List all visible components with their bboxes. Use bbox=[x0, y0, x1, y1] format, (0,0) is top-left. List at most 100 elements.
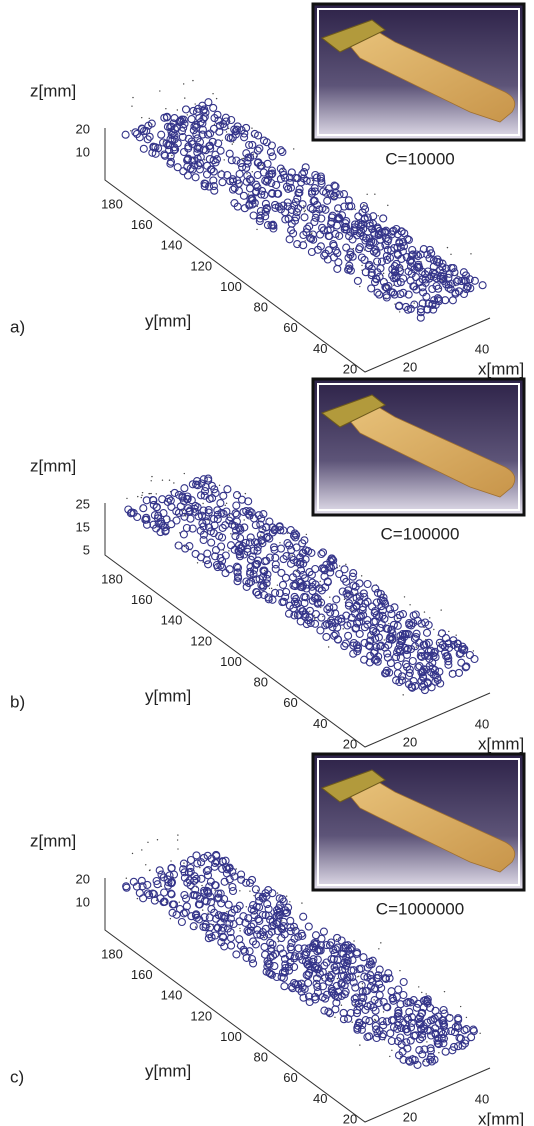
point bbox=[388, 611, 395, 618]
grid-dot bbox=[351, 1022, 352, 1023]
grid-dot bbox=[141, 849, 142, 850]
grid-dot bbox=[141, 495, 142, 496]
point bbox=[291, 964, 298, 971]
point bbox=[376, 992, 383, 999]
grid-dot bbox=[366, 194, 367, 195]
y-tick-label: 40 bbox=[313, 341, 327, 356]
point bbox=[136, 890, 143, 897]
grid-dot bbox=[226, 503, 227, 504]
grid-dot bbox=[387, 205, 388, 206]
panel-label: c) bbox=[10, 1067, 24, 1086]
point bbox=[192, 174, 199, 181]
point bbox=[228, 942, 235, 949]
grid-dot bbox=[463, 656, 464, 657]
grid-dot bbox=[246, 906, 247, 907]
point bbox=[222, 570, 229, 577]
grid-dot bbox=[361, 575, 362, 576]
grid-dot bbox=[277, 892, 278, 893]
grid-dot bbox=[248, 193, 249, 194]
point bbox=[250, 960, 257, 967]
point bbox=[252, 522, 259, 529]
point bbox=[140, 505, 147, 512]
point bbox=[334, 265, 341, 272]
point bbox=[351, 995, 358, 1002]
grid-dot bbox=[301, 902, 302, 903]
point bbox=[219, 179, 226, 186]
y-tick-label: 40 bbox=[313, 1091, 327, 1106]
z-tick-label: 25 bbox=[76, 496, 90, 511]
grid-dot bbox=[184, 473, 185, 474]
grid-dot bbox=[145, 864, 146, 865]
point bbox=[188, 116, 195, 123]
point bbox=[342, 988, 349, 995]
point bbox=[268, 142, 275, 149]
grid-dot bbox=[305, 240, 306, 241]
point bbox=[332, 1006, 339, 1013]
x-tick-label: 40 bbox=[475, 1091, 489, 1106]
grid-dot bbox=[359, 286, 360, 287]
grid-dot bbox=[239, 928, 240, 929]
grid-dot bbox=[132, 853, 133, 854]
point bbox=[234, 492, 241, 499]
grid-dot bbox=[216, 98, 217, 99]
point bbox=[278, 545, 285, 552]
y-tick-label: 180 bbox=[101, 946, 123, 961]
point bbox=[380, 215, 387, 222]
figure: C=10000z[mm]y[mm]x[mm]a)2010180160140120… bbox=[0, 0, 534, 1126]
y-axis-label: y[mm] bbox=[145, 1061, 191, 1080]
grid-dot bbox=[413, 302, 414, 303]
point bbox=[233, 951, 240, 958]
point bbox=[241, 948, 248, 955]
grid-dot bbox=[336, 939, 337, 940]
y-tick-label: 100 bbox=[220, 279, 242, 294]
grid-dot bbox=[202, 503, 203, 504]
point bbox=[313, 611, 320, 618]
grid-dot bbox=[355, 209, 356, 210]
grid-dot bbox=[333, 197, 334, 198]
point bbox=[236, 936, 243, 943]
z-tick-label: 5 bbox=[83, 542, 90, 557]
point bbox=[333, 596, 340, 603]
x-tick-label: 20 bbox=[403, 734, 417, 749]
grid-dot bbox=[170, 918, 171, 919]
point bbox=[226, 150, 233, 157]
point bbox=[228, 542, 235, 549]
grid-dot bbox=[362, 983, 363, 984]
point bbox=[140, 145, 147, 152]
point bbox=[211, 125, 218, 132]
point bbox=[324, 197, 331, 204]
x-axis-label: x[mm] bbox=[478, 359, 524, 378]
point bbox=[204, 162, 211, 169]
point bbox=[205, 561, 212, 568]
grid-dot bbox=[426, 1041, 427, 1042]
grid-dot bbox=[246, 173, 247, 174]
caption: C=100000 bbox=[381, 524, 460, 543]
point bbox=[360, 954, 367, 961]
grid-dot bbox=[171, 155, 172, 156]
point bbox=[161, 889, 168, 896]
panel-label: b) bbox=[10, 692, 25, 711]
grid-dot bbox=[351, 609, 352, 610]
grid-dot bbox=[388, 623, 389, 624]
point bbox=[168, 864, 175, 871]
grid-dot bbox=[257, 890, 258, 891]
grid-dot bbox=[130, 130, 131, 131]
point bbox=[208, 539, 215, 546]
grid-dot bbox=[383, 273, 384, 274]
point bbox=[400, 979, 407, 986]
point bbox=[364, 617, 371, 624]
grid-dot bbox=[334, 1017, 335, 1018]
y-tick-label: 80 bbox=[254, 300, 268, 315]
grid-dot bbox=[245, 493, 246, 494]
grid-dot bbox=[131, 105, 132, 106]
grid-dot bbox=[141, 497, 142, 498]
point bbox=[374, 289, 381, 296]
grid-dot bbox=[339, 565, 340, 566]
grid-dot bbox=[404, 596, 405, 597]
grid-dot bbox=[429, 617, 430, 618]
grid-dot bbox=[399, 311, 400, 312]
point bbox=[345, 632, 352, 639]
y-tick-label: 60 bbox=[283, 320, 297, 335]
grid-dot bbox=[233, 141, 234, 142]
point bbox=[156, 867, 163, 874]
